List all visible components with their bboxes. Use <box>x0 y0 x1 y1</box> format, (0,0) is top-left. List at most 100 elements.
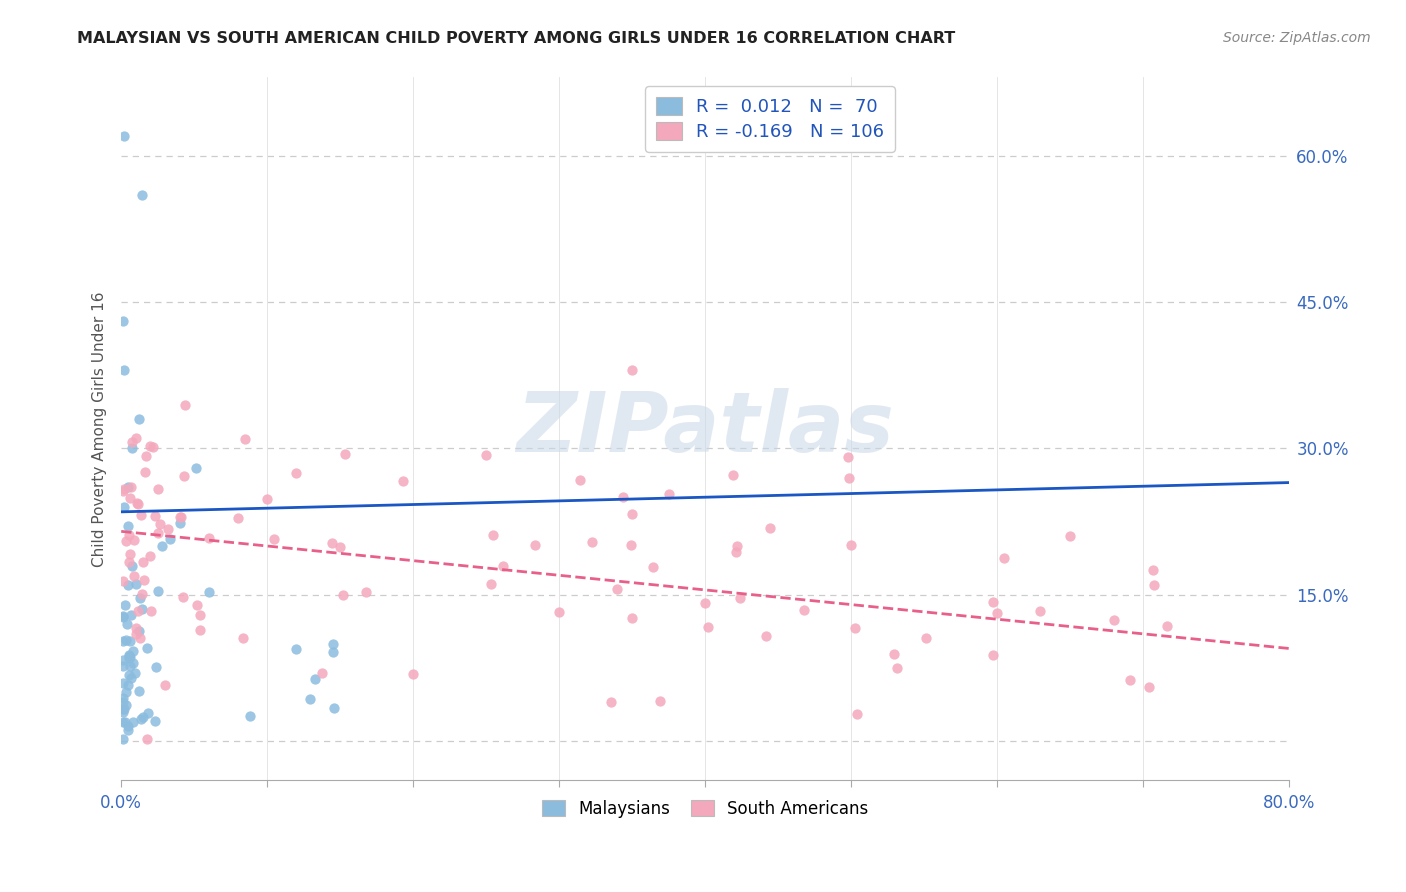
Point <box>285 466 308 480</box>
Point <box>139 439 162 453</box>
Point <box>112 482 135 496</box>
Point <box>755 629 778 643</box>
Text: ZIPatlas: ZIPatlas <box>516 388 894 469</box>
Point <box>695 596 717 610</box>
Point <box>333 447 356 461</box>
Point <box>188 607 211 622</box>
Point <box>121 442 143 456</box>
Point <box>125 627 148 641</box>
Point <box>122 715 145 730</box>
Point <box>299 692 322 706</box>
Point <box>117 519 139 533</box>
Point <box>146 584 169 599</box>
Point <box>524 538 547 552</box>
Point <box>1156 618 1178 632</box>
Point <box>284 641 307 656</box>
Point <box>153 678 176 692</box>
Point <box>156 522 179 536</box>
Point <box>1104 613 1126 627</box>
Point <box>111 634 134 648</box>
Legend: Malaysians, South Americans: Malaysians, South Americans <box>536 793 875 825</box>
Point <box>122 656 145 670</box>
Point <box>125 621 148 635</box>
Point <box>475 448 498 462</box>
Y-axis label: Child Poverty Among Girls Under 16: Child Poverty Among Girls Under 16 <box>93 291 107 566</box>
Point <box>1142 563 1164 577</box>
Point <box>169 516 191 530</box>
Point <box>697 619 720 633</box>
Point <box>112 363 135 377</box>
Point <box>837 450 859 465</box>
Point <box>118 649 141 664</box>
Point <box>117 723 139 738</box>
Point <box>1143 578 1166 592</box>
Point <box>111 702 134 716</box>
Point <box>188 624 211 638</box>
Text: MALAYSIAN VS SOUTH AMERICAN CHILD POVERTY AMONG GIRLS UNDER 16 CORRELATION CHART: MALAYSIAN VS SOUTH AMERICAN CHILD POVERT… <box>77 31 956 46</box>
Point <box>127 497 149 511</box>
Point <box>127 604 149 618</box>
Point <box>132 555 155 569</box>
Point <box>621 507 644 521</box>
Point <box>1139 680 1161 694</box>
Point <box>256 492 278 507</box>
Point <box>599 695 621 709</box>
Point <box>120 671 142 685</box>
Point <box>322 701 344 715</box>
Point <box>117 578 139 592</box>
Point <box>581 535 603 549</box>
Point <box>131 601 153 615</box>
Point <box>112 128 135 143</box>
Point <box>136 731 159 746</box>
Point <box>128 624 150 639</box>
Point <box>111 731 134 746</box>
Point <box>112 500 135 514</box>
Point <box>131 187 153 202</box>
Point <box>131 712 153 726</box>
Point <box>122 533 145 547</box>
Point <box>145 660 167 674</box>
Point <box>146 482 169 496</box>
Text: Source: ZipAtlas.com: Source: ZipAtlas.com <box>1223 31 1371 45</box>
Point <box>118 555 141 569</box>
Point <box>117 678 139 692</box>
Point <box>198 585 221 599</box>
Point <box>111 608 134 623</box>
Point <box>479 577 502 591</box>
Point <box>136 706 159 720</box>
Point <box>129 631 152 645</box>
Point <box>986 606 1008 620</box>
Point <box>159 532 181 546</box>
Point <box>112 574 135 588</box>
Point <box>120 607 142 622</box>
Point <box>111 659 134 673</box>
Point <box>728 591 751 605</box>
Point <box>170 510 193 524</box>
Point <box>839 538 862 552</box>
Point <box>112 702 135 716</box>
Point <box>122 643 145 657</box>
Point <box>186 599 208 613</box>
Point <box>173 469 195 483</box>
Point <box>837 471 859 485</box>
Point <box>993 550 1015 565</box>
Point <box>844 621 866 635</box>
Point <box>111 715 134 730</box>
Point <box>128 412 150 426</box>
Point <box>114 714 136 729</box>
Point <box>118 528 141 542</box>
Point <box>569 473 592 487</box>
Point <box>226 511 249 525</box>
Point <box>402 666 425 681</box>
Point <box>111 675 134 690</box>
Point <box>304 672 326 686</box>
Point <box>886 661 908 675</box>
Point <box>914 632 936 646</box>
Point <box>186 461 208 475</box>
Point <box>392 474 415 488</box>
Point <box>125 431 148 445</box>
Point <box>111 653 134 667</box>
Point <box>321 536 343 550</box>
Point <box>120 633 142 648</box>
Point <box>120 491 142 506</box>
